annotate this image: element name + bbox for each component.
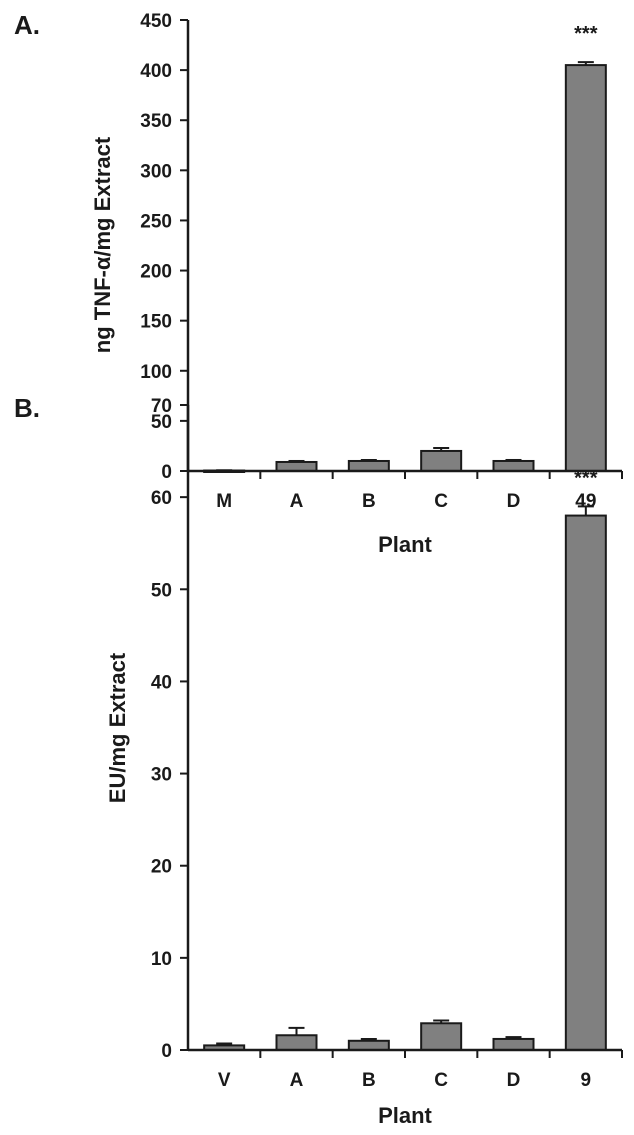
y-tick-label: 300 xyxy=(140,161,172,182)
x-tick-label: C xyxy=(434,491,448,512)
bar-A xyxy=(275,1034,318,1051)
x-tick-label: B xyxy=(362,1070,376,1091)
significance-mark-49: *** xyxy=(574,23,598,45)
y-tick-label: 350 xyxy=(140,111,172,132)
y-tick-label: 250 xyxy=(140,211,172,232)
bar-49 xyxy=(564,64,607,472)
bar-9 xyxy=(564,514,607,1052)
x-tick-label: D xyxy=(507,1070,521,1091)
y-tick-label: 10 xyxy=(151,949,172,970)
panel-label-a: A. xyxy=(14,10,40,40)
y-tick-label: 450 xyxy=(140,11,172,32)
y-tick-label: 50 xyxy=(151,580,172,601)
x-tick-label: B xyxy=(362,491,376,512)
y-tick-label: 0 xyxy=(161,1041,172,1062)
y-tick-label: 60 xyxy=(151,488,172,509)
y-tick-label: 30 xyxy=(151,765,172,786)
x-tick-label: C xyxy=(434,1070,448,1091)
x-tick-label: M xyxy=(216,491,232,512)
y-tick-label: 50 xyxy=(151,412,172,433)
panel-label-b: B. xyxy=(14,393,40,423)
y-tick-label: 40 xyxy=(151,672,172,693)
y-axis-title: EU/mg Extract xyxy=(105,652,130,803)
y-tick-label: 150 xyxy=(140,312,172,333)
significance-mark-9: *** xyxy=(574,467,598,489)
x-tick-label: A xyxy=(290,1070,304,1091)
y-tick-label: 100 xyxy=(140,362,172,383)
chart-panel-a: A. M A B C D *** 49 0 50 100 150 200 250 300 350 400 450… xyxy=(0,0,634,565)
y-tick-label: 0 xyxy=(161,462,172,483)
chart-a: M A B C D***49050100150200250300350400450ng … xyxy=(90,11,623,557)
x-tick-label: A xyxy=(290,491,304,512)
y-axis-title: ng TNF-α/mg Extract xyxy=(90,136,115,353)
bar-C xyxy=(420,1022,463,1051)
y-tick-label: 70 xyxy=(151,396,172,417)
x-axis-title: Plant xyxy=(378,532,432,557)
x-tick-label: D xyxy=(507,491,521,512)
x-axis-title: Plant xyxy=(378,1103,432,1128)
y-tick-label: 20 xyxy=(151,857,172,878)
y-tick-label: 400 xyxy=(140,61,172,82)
bar-B xyxy=(347,1039,390,1051)
chart-b: V A B C D *** 9 0 10 20 30 40 50 60 70 EU/mg Extract Pla… xyxy=(105,396,623,1128)
bar-D xyxy=(492,1037,535,1052)
y-tick-label: 200 xyxy=(140,262,172,283)
x-tick-label: 9 xyxy=(581,1070,592,1091)
chart-panel-b: B. V A B C D *** 9 0 10 20 30 40 50 60 70 EU/mg Extract… xyxy=(0,383,634,1135)
x-tick-label: V xyxy=(218,1070,231,1091)
